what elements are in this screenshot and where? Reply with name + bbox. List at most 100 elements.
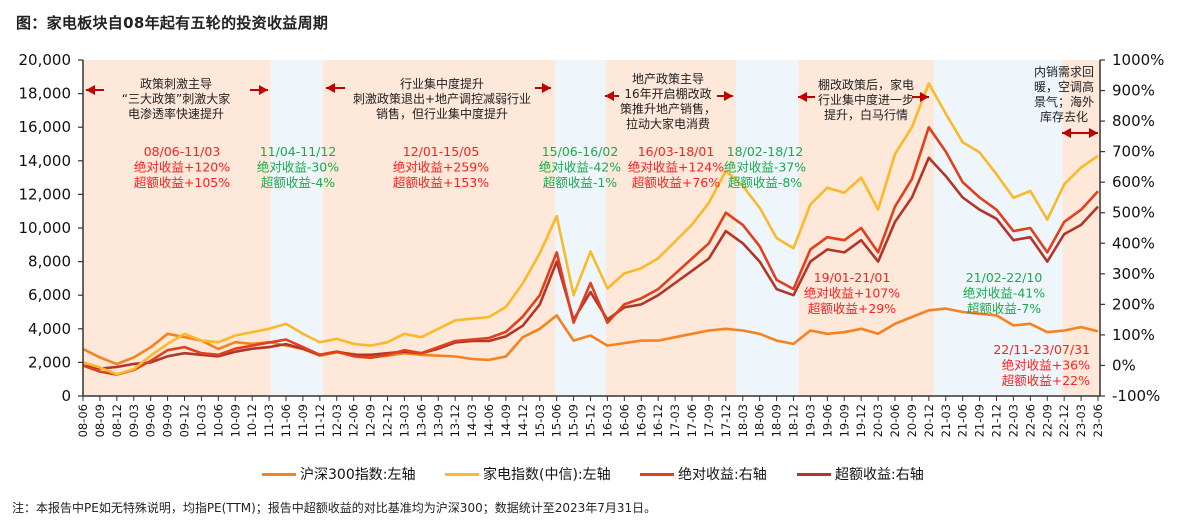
phase-note-line: 暖，空调高: [1034, 79, 1094, 94]
right-tick-label: 100%: [1112, 326, 1155, 344]
right-tick-label: 200%: [1112, 295, 1155, 313]
x-tick-label: 11-06: [279, 404, 293, 437]
legend-label-appliance: 家电指数(中信):左轴: [483, 467, 611, 483]
x-tick-label: 14-03: [465, 404, 479, 437]
annotation-line: 绝对收益-37%: [724, 160, 806, 175]
period-bands: [83, 60, 1100, 396]
annotation-line: 超额收益+153%: [393, 175, 489, 190]
x-tick-label: 12-03: [330, 404, 344, 437]
annotation-line: 18/02-18/12: [727, 144, 804, 159]
x-tick-label: 09-12: [178, 404, 192, 437]
phase-note-line: 政策刺激主导: [140, 77, 212, 91]
arrow-right-2-head: [542, 83, 551, 93]
left-tick-label: 0: [61, 387, 71, 405]
x-tick-label: 21-03: [939, 404, 953, 437]
left-tick-label: 8,000: [28, 253, 71, 271]
phase-note-line: 销售，但行业集中度提升: [376, 106, 508, 121]
x-tick-label: 18-09: [770, 404, 784, 437]
x-tick-label: 14-12: [516, 404, 530, 437]
annotation-line: 08/06-11/03: [144, 144, 221, 159]
legend-swatch-hs300: [262, 472, 296, 476]
right-tick-label: -100%: [1112, 387, 1160, 405]
x-tick-label: 19-03: [803, 404, 817, 437]
annotation-line: 绝对收益+120%: [134, 160, 230, 175]
annotation-line: 绝对收益+259%: [393, 160, 489, 175]
annotation-line: 超额收益-8%: [728, 175, 802, 190]
legend-item-hs300: 沪深300指数:左轴: [262, 464, 415, 484]
right-tick-label: 400%: [1112, 234, 1155, 252]
x-tick-label: 11-09: [296, 404, 310, 437]
x-tick-label: 15-09: [567, 404, 581, 437]
phase-note-line: 地产政策主导: [632, 72, 704, 86]
left-tick-label: 14,000: [19, 152, 72, 170]
x-tick-label: 19-06: [820, 404, 834, 437]
annotation-line: 超额收益+76%: [632, 175, 720, 190]
annotation-line: 超额收益+105%: [134, 175, 230, 190]
band-up-2: [323, 60, 555, 396]
x-tick-label: 16-12: [651, 404, 665, 437]
left-tick-label: 4,000: [28, 320, 71, 338]
chart: 0 2,000 4,000 6,000 8,000 10,000 12,000 14,000 1…: [19, 51, 1165, 437]
series-line-hs300: [82, 307, 1099, 366]
phase-note-line: 拉动大家电消费: [626, 116, 710, 131]
x-tick-label: 12-09: [364, 404, 378, 437]
x-tick-label: 22-09: [1040, 404, 1054, 437]
x-tick-label: 12-06: [347, 404, 361, 437]
band-down-3: [554, 60, 606, 396]
x-tick-label: 15-12: [584, 404, 598, 437]
annotation-line: 超额收益-4%: [261, 175, 335, 190]
band-up-4: [605, 60, 736, 396]
left-tick-label: 18,000: [19, 85, 72, 103]
x-tick-label: 14-09: [499, 404, 513, 437]
annotation-line: 超额收益+22%: [1002, 373, 1090, 388]
phase-note-line: 行业集中度进一步: [818, 92, 914, 107]
x-tick-label: 12-12: [381, 404, 395, 437]
x-tick-label: 23-06: [1091, 404, 1105, 437]
left-tick-label: 10,000: [19, 219, 72, 237]
x-tick-labels: 08-06 08-09 08-12 09-03 09-06 09-09 09-12 10-03…: [76, 396, 1105, 437]
legend-item-excess: 超额收益:右轴: [797, 464, 924, 484]
x-tick-label: 20-06: [888, 404, 902, 437]
x-tick-label: 09-03: [127, 404, 141, 437]
phase-note-line: 行业集中度提升: [400, 76, 484, 91]
annotation-line: 绝对收益-41%: [963, 286, 1045, 301]
annotation-line: 12/01-15/05: [403, 144, 480, 159]
series-line-absolute: [82, 125, 1099, 376]
phase-note-line: 提升，白马行情: [824, 107, 908, 122]
right-tick-label: 700%: [1112, 143, 1155, 161]
x-tick-label: 16-06: [617, 404, 631, 437]
x-tick-label: 22-12: [1057, 404, 1071, 437]
arrow-left-4-head: [798, 92, 807, 102]
annotation-line: 11/04-11/12: [260, 144, 337, 159]
x-tick-label: 13-06: [414, 404, 428, 437]
phase-note-line: 电渗透率快速提升: [128, 106, 224, 121]
left-tick-label: 20,000: [19, 51, 72, 69]
annotation-line: 超额收益+29%: [808, 301, 896, 316]
x-tick-label: 20-03: [871, 404, 885, 437]
legend-label-absolute: 绝对收益:右轴: [678, 467, 767, 483]
arrow-left-2-head: [326, 83, 335, 93]
x-tick-label: 11-12: [313, 404, 327, 437]
x-tick-label: 19-09: [837, 404, 851, 437]
x-tick-label: 14-06: [482, 404, 496, 437]
x-tick-label: 13-12: [448, 404, 462, 437]
x-tick-label: 09-09: [161, 404, 175, 437]
x-tick-label: 22-06: [1023, 404, 1037, 437]
x-tick-label: 18-03: [736, 404, 750, 437]
legend-label-excess: 超额收益:右轴: [835, 467, 924, 483]
x-tick-label: 17-09: [702, 404, 716, 437]
band-up-0: [83, 60, 271, 396]
right-tick-label: 500%: [1112, 204, 1155, 222]
annotation-line: 22/11-23/07/31: [993, 342, 1090, 357]
right-tick-label: 300%: [1112, 265, 1155, 283]
annotation-line: 绝对收益+124%: [628, 160, 724, 175]
annotation-line: 超额收益-1%: [543, 175, 617, 190]
annotation-line: 绝对收益+107%: [804, 286, 900, 301]
phase-note-line: 库存去化: [1040, 109, 1088, 124]
arrow-right-3-head: [724, 91, 733, 101]
right-tick-label: 600%: [1112, 173, 1155, 191]
right-tick-label: 0%: [1112, 356, 1136, 374]
phase-note-line: 刺激政策退出+地产调控减弱行业: [353, 92, 531, 106]
series-lines: [82, 82, 1099, 376]
